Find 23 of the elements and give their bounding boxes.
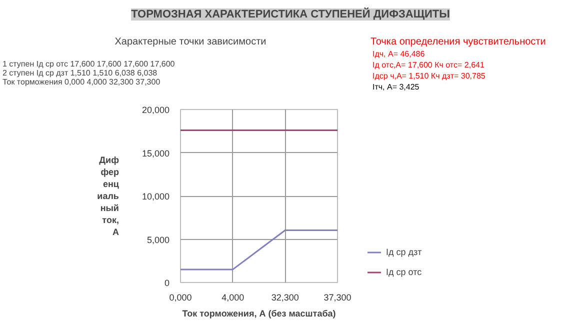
x-axis-title: Ток торможения, А (без масштаба) bbox=[182, 308, 336, 318]
text: Iд отс,А= 17,600 Кч отс= 2,641 bbox=[372, 60, 485, 70]
text: Характерные точки зависимости bbox=[114, 36, 266, 48]
text: Iдч, А= 46,486 bbox=[372, 50, 426, 58]
text: 2 ступен Iд ср дзт 1,510 1,510 6,038 6,038 bbox=[2, 68, 158, 78]
text: Ток торможения 0,000 4,000 32,300 37,300 bbox=[2, 78, 161, 86]
y-tick-label: 20,000 bbox=[142, 105, 170, 115]
x-tick-label: 37,300 bbox=[324, 292, 352, 302]
legend-label: Iд ср дзт bbox=[386, 247, 422, 257]
y-tick-label: 0 bbox=[164, 278, 170, 288]
x-tick-label: 4,000 bbox=[222, 292, 244, 302]
text: Точка определения чувствительности bbox=[370, 36, 546, 48]
y-tick-label: 10,000 bbox=[142, 192, 170, 202]
text: Iдср ч,А= 1,510 Кч дзт= 30,785 bbox=[372, 72, 486, 80]
x-tick-label: 32,300 bbox=[271, 292, 299, 302]
y-tick-label: 15,000 bbox=[142, 148, 170, 158]
y-axis-title: Диф фер енц иаль ный ток, А bbox=[97, 155, 120, 237]
text: 1 ступен Iд ср отс 17,600 17,600 17,600 17,600 bbox=[2, 60, 176, 68]
x-tick-label: 0,000 bbox=[169, 292, 192, 302]
text: Iтч, А= 3,425 bbox=[372, 82, 420, 92]
legend-label: Iд ср отс bbox=[386, 267, 422, 277]
chart-title: ТОРМОЗНАЯ ХАРАКТЕРИСТИКА СТУПЕНЕЙ ДИФЗАЩИТЫ bbox=[131, 8, 450, 20]
y-tick-label: 5,000 bbox=[146, 234, 170, 245]
